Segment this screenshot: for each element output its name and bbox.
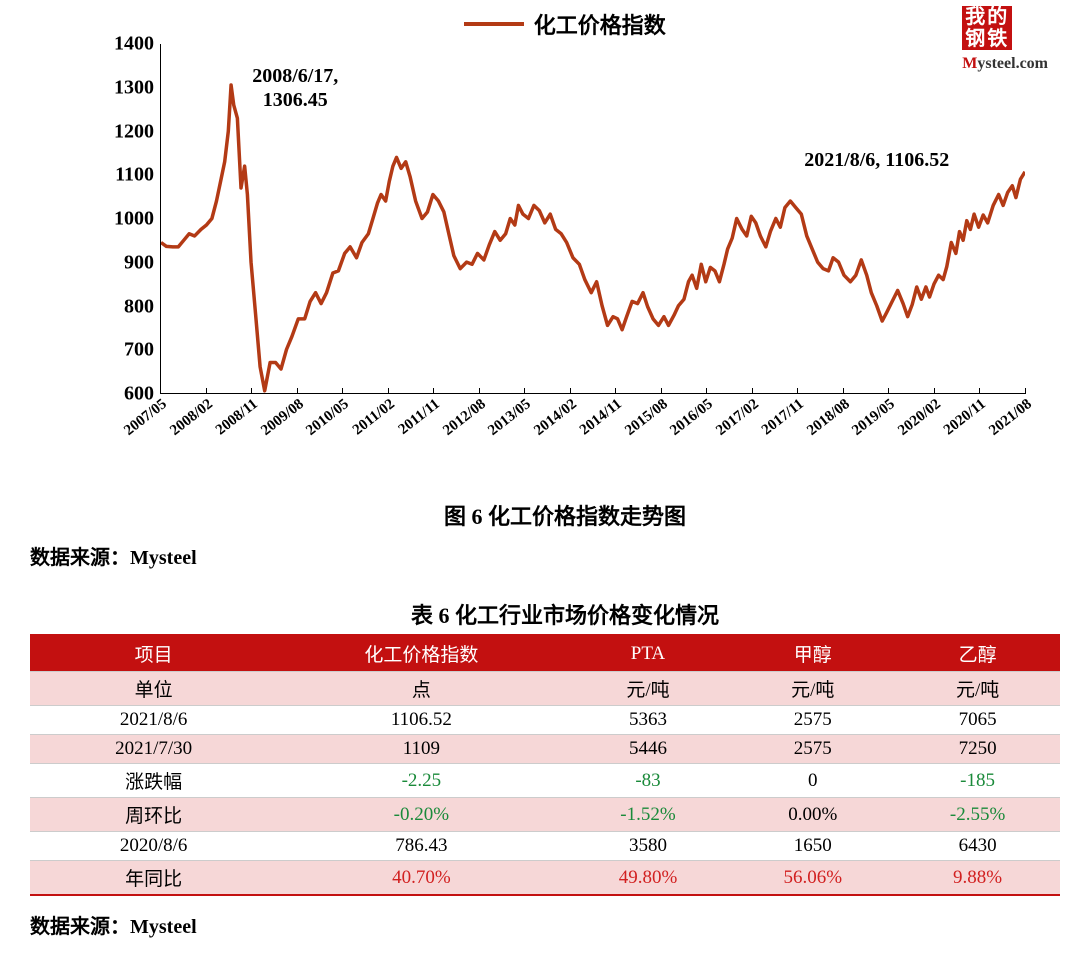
table-cell: 元/吨 (730, 672, 895, 706)
table-cell: -1.52% (566, 798, 731, 832)
row-label: 周环比 (30, 798, 277, 832)
y-tick-label: 600 (124, 383, 154, 406)
x-axis: 2007/052008/022008/112009/082010/052011/… (160, 394, 1025, 444)
price-table: 项目化工价格指数PTA甲醇乙醇 单位点元/吨元/吨元/吨2021/8/61106… (30, 634, 1060, 896)
y-tick-label: 700 (124, 339, 154, 362)
table-cell: 元/吨 (895, 672, 1060, 706)
x-tick-label: 2008/11 (213, 396, 262, 439)
y-tick-label: 1200 (114, 120, 154, 143)
table-row: 2021/8/61106.52536325757065 (30, 706, 1060, 735)
x-tick-label: 2008/02 (167, 396, 216, 440)
table-cell: -83 (566, 764, 731, 798)
table-cell: 1109 (277, 735, 565, 764)
table-cell: 786.43 (277, 832, 565, 861)
table-cell: 5363 (566, 706, 731, 735)
row-label: 2021/8/6 (30, 706, 277, 735)
table-cell: 40.70% (277, 861, 565, 896)
table-cell: 1650 (730, 832, 895, 861)
figure-caption: 图 6 化工价格指数走势图 (70, 499, 1060, 531)
table-header-cell: PTA (566, 635, 731, 672)
chart-legend: 化工价格指数 我的 钢铁 Mysteel.com (70, 0, 1060, 44)
x-tick-label: 2009/08 (258, 396, 307, 440)
table-cell: 元/吨 (566, 672, 731, 706)
table-cell: 49.80% (566, 861, 731, 896)
x-tick-label: 2011/02 (350, 396, 399, 439)
y-tick-label: 1400 (114, 33, 154, 56)
x-tick-label: 2017/02 (713, 396, 762, 440)
table-cell: 点 (277, 672, 565, 706)
table-row: 年同比40.70%49.80%56.06%9.88% (30, 861, 1060, 896)
y-tick-label: 1000 (114, 208, 154, 231)
table-cell: -185 (895, 764, 1060, 798)
table-row: 单位点元/吨元/吨元/吨 (30, 672, 1060, 706)
table-cell: 1106.52 (277, 706, 565, 735)
y-tick-label: 900 (124, 251, 154, 274)
row-label: 涨跌幅 (30, 764, 277, 798)
x-tick-label: 2010/05 (303, 396, 352, 440)
table-cell: 7250 (895, 735, 1060, 764)
page: 化工价格指数 我的 钢铁 Mysteel.com 600 700 800 900 100… (0, 0, 1080, 965)
legend-swatch (464, 22, 524, 26)
table-header-cell: 化工价格指数 (277, 635, 565, 672)
y-tick-label: 1300 (114, 76, 154, 99)
table-cell: -2.25 (277, 764, 565, 798)
x-tick-label: 2019/05 (850, 396, 899, 440)
chart-annotation: 2021/8/6, 1106.52 (804, 148, 949, 172)
table-row: 2021/7/301109544625757250 (30, 735, 1060, 764)
table-cell: -0.20% (277, 798, 565, 832)
x-tick-label: 2014/02 (531, 396, 580, 440)
row-label: 2020/8/6 (30, 832, 277, 861)
table-cell: 0 (730, 764, 895, 798)
x-tick-label: 2018/08 (804, 396, 853, 440)
table-header-cell: 甲醇 (730, 635, 895, 672)
table-row: 2020/8/6786.43358016506430 (30, 832, 1060, 861)
data-source-1: 数据来源：Mysteel (30, 541, 1060, 570)
data-source-2: 数据来源：Mysteel (30, 910, 1060, 939)
table-cell: 56.06% (730, 861, 895, 896)
chart-annotation: 2008/6/17, 1306.45 (252, 64, 338, 112)
table-cell: 0.00% (730, 798, 895, 832)
table-cell: 3580 (566, 832, 731, 861)
y-tick-label: 1100 (115, 164, 154, 187)
logo-cn-1: 我的 (962, 6, 1012, 28)
table-cell: 2575 (730, 706, 895, 735)
legend-label: 化工价格指数 (534, 13, 666, 38)
y-tick-label: 800 (124, 295, 154, 318)
x-tick-label: 2021/08 (986, 396, 1035, 440)
row-label: 2021/7/30 (30, 735, 277, 764)
x-tick-label: 2016/05 (668, 396, 717, 440)
table-cell: 9.88% (895, 861, 1060, 896)
table-row: 周环比-0.20%-1.52%0.00%-2.55% (30, 798, 1060, 832)
x-tick-label: 2011/11 (396, 396, 444, 439)
line-chart: 60070080090010001100120013001400 2007/05… (105, 44, 1025, 444)
x-tick-label: 2017/11 (759, 396, 808, 439)
table-cell: 5446 (566, 735, 731, 764)
x-tick-label: 2012/08 (440, 396, 489, 440)
x-tick-label: 2020/11 (941, 396, 990, 439)
row-label: 年同比 (30, 861, 277, 896)
table-header-cell: 项目 (30, 635, 277, 672)
table-header-cell: 乙醇 (895, 635, 1060, 672)
table-caption: 表 6 化工行业市场价格变化情况 (70, 598, 1060, 630)
table-row: 涨跌幅-2.25-830-185 (30, 764, 1060, 798)
table-cell: -2.55% (895, 798, 1060, 832)
price-index-line (161, 85, 1025, 391)
y-axis: 60070080090010001100120013001400 (105, 44, 160, 394)
table-cell: 6430 (895, 832, 1060, 861)
x-tick-label: 2015/08 (622, 396, 671, 440)
table-cell: 7065 (895, 706, 1060, 735)
x-tick-label: 2020/02 (895, 396, 944, 440)
table-cell: 2575 (730, 735, 895, 764)
x-tick-label: 2014/11 (577, 396, 626, 439)
row-label: 单位 (30, 672, 277, 706)
x-tick-label: 2013/05 (485, 396, 534, 440)
